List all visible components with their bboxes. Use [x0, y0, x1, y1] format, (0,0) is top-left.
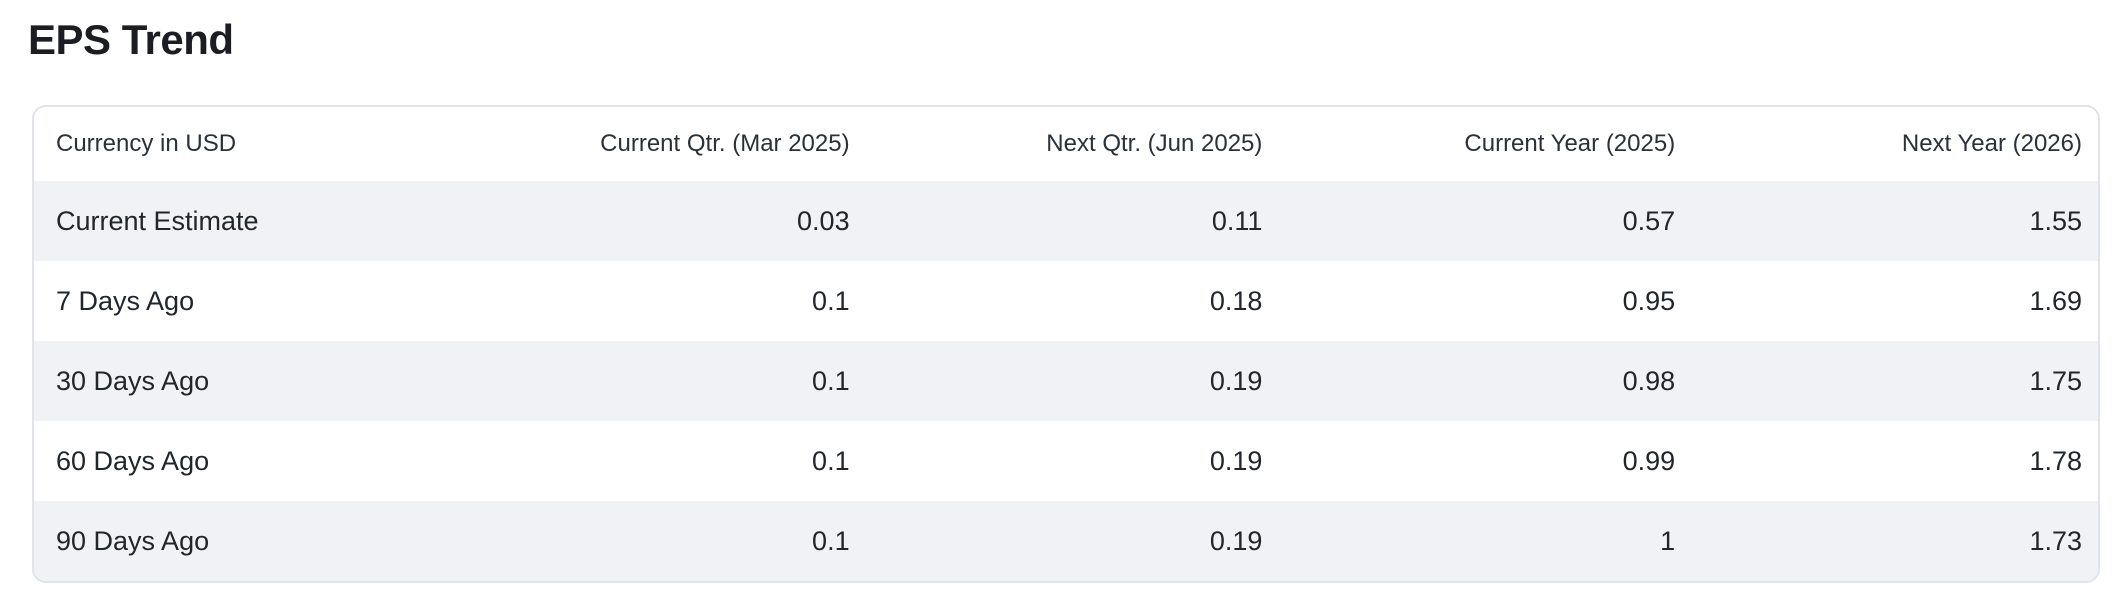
- value-cell: 0.18: [1209, 285, 1263, 316]
- table-row: 60 Days Ago 0.1 0.19 0.99 1.78: [34, 421, 2098, 502]
- table-body: Current Estimate 0.03 0.11 0.57 1.55 7 Days A…: [34, 181, 2098, 582]
- row-label-cell: 60 Days Ago: [56, 445, 210, 476]
- column-header: Current Qtr. (Mar 2025): [446, 107, 860, 182]
- table-row: 7 Days Ago 0.1 0.18 0.95 1.69: [34, 261, 2098, 342]
- value-cell: 0.1: [812, 365, 850, 396]
- table-row: Current Estimate 0.03 0.11 0.57 1.55: [34, 181, 2098, 262]
- column-header: Next Year (2026): [1685, 107, 2098, 182]
- table-header-row: Currency in USD Current Qtr. (Mar 2025) Ne…: [34, 107, 2098, 182]
- value-cell: 1.69: [2029, 285, 2082, 316]
- value-cell: 1.55: [2029, 205, 2082, 236]
- row-label-cell: Current Estimate: [56, 205, 259, 236]
- value-cell: 0.95: [1622, 285, 1676, 316]
- value-cell: 0.19: [1209, 365, 1263, 396]
- eps-trend-table: Currency in USD Current Qtr. (Mar 2025) Ne…: [34, 107, 2098, 582]
- table-header: Currency in USD Current Qtr. (Mar 2025) Ne…: [34, 107, 2098, 182]
- value-cell: 0.57: [1622, 205, 1676, 236]
- value-cell: 0.03: [797, 205, 850, 236]
- table-row: 30 Days Ago 0.1 0.19 0.98 1.75: [34, 341, 2098, 422]
- page-title: EPS Trend: [28, 16, 234, 63]
- value-cell: 0.11: [1211, 205, 1263, 236]
- value-cell: 0.98: [1622, 365, 1676, 396]
- value-cell: 1.73: [2029, 525, 2082, 556]
- value-cell: 1.78: [2029, 445, 2082, 476]
- value-cell: 0.1: [812, 285, 850, 316]
- row-label-cell: 7 Days Ago: [56, 285, 195, 316]
- value-cell: 0.1: [812, 445, 850, 476]
- table-row: 90 Days Ago 0.1 0.19 1 1.73: [34, 501, 2098, 582]
- value-cell: 0.19: [1209, 445, 1263, 476]
- currency-header-cell: Currency in USD: [34, 107, 447, 182]
- row-label-cell: 90 Days Ago: [56, 525, 210, 556]
- row-label-cell: 30 Days Ago: [56, 365, 210, 396]
- column-header: Current Year (2025): [1272, 107, 1686, 182]
- value-cell: 0.1: [812, 525, 850, 556]
- value-cell: 0.99: [1622, 445, 1676, 476]
- eps-trend-table-card: Currency in USD Current Qtr. (Mar 2025) Ne…: [32, 105, 2100, 584]
- value-cell: 1: [1660, 525, 1676, 556]
- value-cell: 1.75: [2029, 365, 2082, 396]
- column-header: Next Qtr. (Jun 2025): [859, 107, 1273, 182]
- value-cell: 0.19: [1209, 525, 1263, 556]
